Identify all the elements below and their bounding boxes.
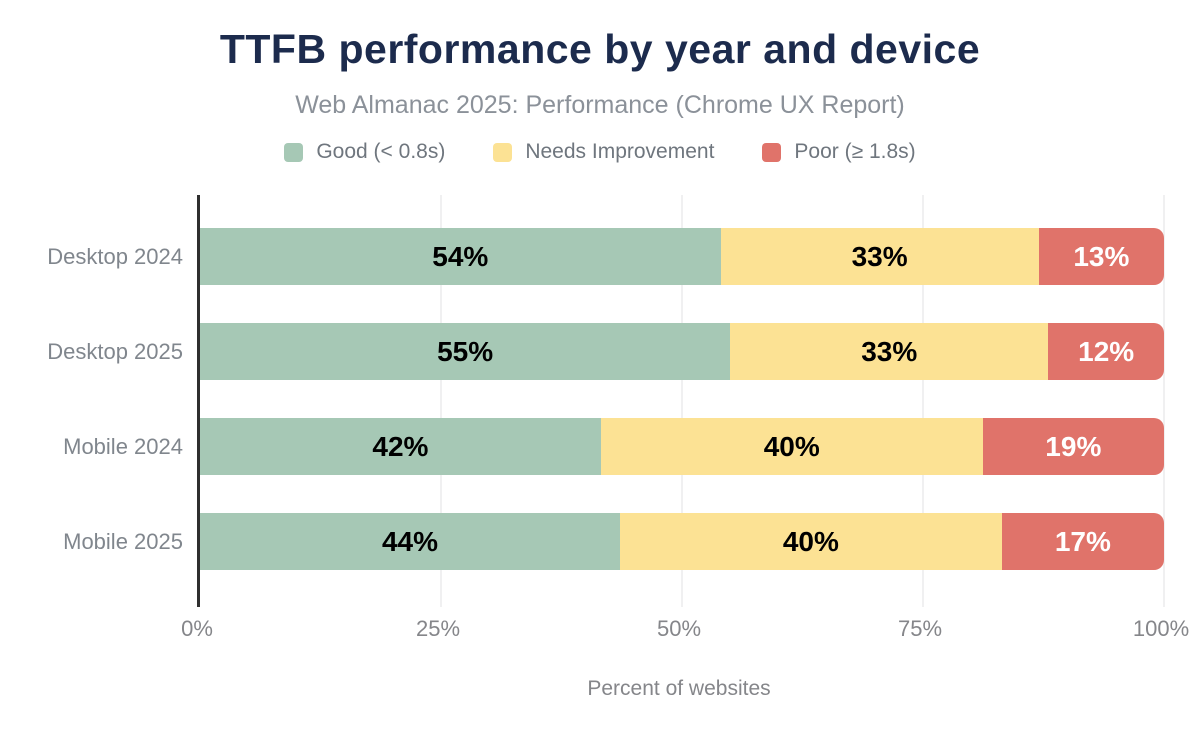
legend-label: Needs Improvement	[525, 140, 715, 163]
bar-row: 54% 33% 13%	[200, 228, 1164, 285]
category-label: Desktop 2024	[47, 244, 183, 269]
bar-value-label: 42%	[372, 430, 429, 462]
bar-segment: 33%	[720, 228, 1039, 285]
bar-value-label: 19%	[1045, 430, 1102, 462]
bar-value-label: 33%	[851, 240, 908, 272]
chart-title: TTFB performance by year and device	[219, 26, 981, 72]
bar-segment: 54%	[200, 228, 721, 285]
bar-segment: 19%	[982, 418, 1164, 475]
legend-swatch-icon	[493, 142, 513, 162]
bar-row: 44% 40% 17%	[200, 513, 1164, 570]
bar-segment: 12%	[1048, 323, 1165, 380]
bar-segment: 33%	[730, 323, 1049, 380]
category-label: Mobile 2024	[63, 434, 183, 459]
x-tick-label: 25%	[415, 616, 461, 641]
x-axis-ticks: 0% 25% 50% 75% 100%	[181, 616, 1189, 646]
bar-segment: 55%	[200, 323, 731, 380]
legend-item: Good (< 0.8s)	[284, 140, 445, 164]
bar-value-label: 40%	[763, 430, 820, 462]
legend-swatch-icon	[762, 142, 782, 162]
category-axis: Desktop 2024 Desktop 2025 Mobile 2024 Mobil…	[0, 195, 183, 607]
legend-item: Poor (≥ 1.8s)	[762, 140, 916, 164]
bar-segment: 40%	[600, 418, 983, 475]
x-axis-label: Percent of websites	[587, 677, 771, 700]
bar-value-label: 12%	[1078, 335, 1135, 367]
plot-area: 54% 33% 13% 55% 33% 12% 42% 40% 19% 44% 40% 17%	[197, 195, 1165, 607]
bar-value-label: 13%	[1073, 240, 1130, 272]
bar-segment: 40%	[619, 513, 1002, 570]
legend-swatch-icon	[284, 142, 304, 162]
x-tick-label: 100%	[1132, 616, 1190, 641]
bar-segment: 42%	[200, 418, 601, 475]
bar-row: 55% 33% 12%	[200, 323, 1165, 380]
x-tick-label: 0%	[181, 616, 213, 641]
chart-subtitle: Web Almanac 2025: Performance (Chrome UX…	[295, 91, 905, 119]
legend-label: Poor (≥ 1.8s)	[794, 140, 916, 163]
bar-segment: 17%	[1001, 513, 1164, 570]
legend: Good (< 0.8s) Needs Improvement Poor (≥ 1.…	[0, 140, 1200, 164]
category-label: Desktop 2025	[47, 339, 183, 364]
x-tick-label: 50%	[656, 616, 702, 641]
legend-item: Needs Improvement	[493, 140, 714, 164]
bar-value-label: 55%	[437, 335, 494, 367]
bar-segment: 44%	[200, 513, 620, 570]
legend-label: Good (< 0.8s)	[316, 140, 446, 163]
gridline	[1163, 195, 1165, 607]
bar-value-label: 33%	[861, 335, 918, 367]
gridline	[922, 195, 924, 607]
bar-value-label: 44%	[381, 525, 438, 557]
bar-value-label: 54%	[432, 240, 489, 272]
gridline	[681, 195, 683, 607]
bar-value-label: 40%	[782, 525, 839, 557]
gridline	[440, 195, 442, 607]
x-tick-label: 75%	[897, 616, 943, 641]
category-label: Mobile 2025	[63, 529, 183, 554]
bar-row: 42% 40% 19%	[200, 418, 1164, 475]
bar-segment: 13%	[1038, 228, 1164, 285]
bar-value-label: 17%	[1054, 525, 1111, 557]
